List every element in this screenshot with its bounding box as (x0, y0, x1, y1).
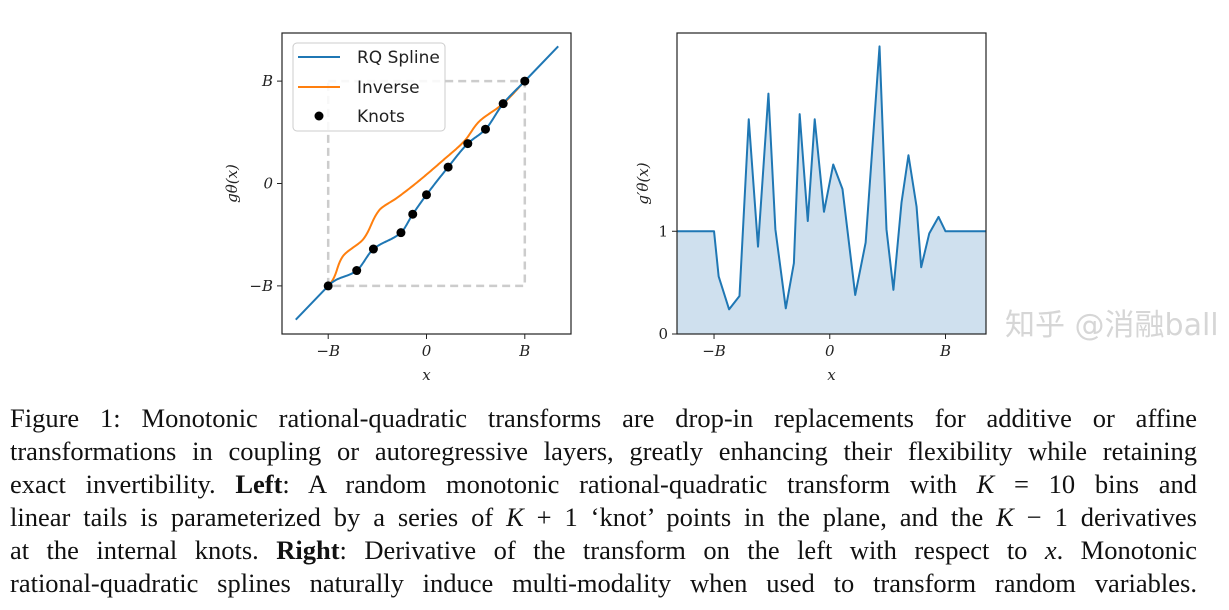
knot-point (520, 76, 530, 86)
caption-text: + 1 ‘knot’ points in the plane, and the (523, 502, 997, 532)
x-tick-label: B (518, 342, 530, 360)
caption-text: exact invertibility. (10, 469, 236, 499)
knot-point (396, 228, 406, 238)
knot-point (323, 281, 333, 291)
knot-point (408, 209, 418, 219)
caption-text: = 10 bins and (994, 469, 1198, 499)
knot-point (480, 124, 490, 134)
left-panel-rq-spline: −B 0 B −B 0 Bx gθ(x) RQ Spline Inverse Knots (223, 32, 572, 384)
x-tick-label: 0 (422, 342, 432, 360)
legend-label: Knots (357, 107, 405, 127)
figure-panels: −B 0 B −B 0 Bx gθ(x) RQ Spline Inverse Knots −B 0 B… (223, 32, 987, 384)
derivative-line (677, 45, 986, 311)
caption-line: rational-quadratic splines naturally ind… (10, 567, 1197, 600)
y-axis-label: g′θ(x) (634, 162, 652, 204)
knot-point (352, 266, 362, 276)
x-tick-label: −B (702, 342, 726, 360)
caption-text: at the internal knots. (10, 535, 277, 565)
x-tick-label: B (939, 342, 951, 360)
caption-math: K (976, 469, 995, 499)
inverse-line (327, 80, 526, 287)
caption-bold-label: Right (276, 535, 340, 565)
y-tick-label: B (261, 72, 273, 90)
x-tick-label: −B (316, 342, 340, 360)
x-axis-label: x (422, 366, 431, 384)
legend-swatch-knots (314, 111, 324, 121)
axes-frame (676, 32, 987, 335)
caption-text: Figure 1: Monotonic rational-quadratic t… (10, 403, 1197, 433)
x-tick-label: 0 (825, 342, 835, 360)
caption-text: : Derivative of the transform on the lef… (339, 535, 1045, 565)
caption-line: at the internal knots. Right: Derivative… (10, 534, 1197, 567)
legend: RQ Spline Inverse Knots (292, 42, 446, 132)
derivative-fill (677, 46, 986, 334)
caption-line: Figure 1: Monotonic rational-quadratic t… (10, 402, 1197, 435)
right-panel-derivative: −B 0 B 0 1 x g′θ(x) (634, 32, 987, 384)
knot-point (422, 190, 431, 200)
knot-point (498, 99, 508, 109)
y-axis-label: gθ(x) (223, 164, 241, 203)
y-tick-label: 1 (658, 222, 668, 240)
caption-text: : A random monotonic rational-quadratic … (282, 469, 977, 499)
caption-bold-label: Left (235, 469, 283, 499)
caption-line: linear tails is parameterized by a serie… (10, 501, 1197, 534)
caption-line: transformations in coupling or autoregre… (10, 435, 1197, 468)
legend-label: Inverse (357, 78, 420, 98)
caption-math: x (1044, 535, 1057, 565)
watermark: 知乎 @消融ball (1005, 308, 1219, 343)
y-tick-label: 0 (658, 325, 668, 343)
caption-text: rational-quadratic splines naturally ind… (10, 568, 1197, 598)
legend-label: RQ Spline (357, 48, 440, 68)
caption-text: . Monotonic (1056, 535, 1197, 565)
figure-caption: Figure 1: Monotonic rational-quadratic t… (10, 402, 1197, 600)
caption-text: linear tails is parameterized by a serie… (10, 502, 507, 532)
legend-box (292, 42, 446, 132)
knot-point (443, 162, 453, 172)
y-tick-label: −B (249, 277, 273, 295)
caption-line: exact invertibility. Left: A random mono… (10, 468, 1197, 501)
x-axis-label: x (827, 366, 836, 384)
caption-math: K (996, 502, 1014, 532)
knot-point (463, 139, 473, 149)
caption-math: K (506, 502, 524, 532)
caption-text: − 1 derivatives (1013, 502, 1197, 532)
caption-text: transformations in coupling or autoregre… (10, 436, 1197, 466)
y-tick-label: 0 (263, 175, 273, 193)
knot-point (368, 244, 378, 254)
